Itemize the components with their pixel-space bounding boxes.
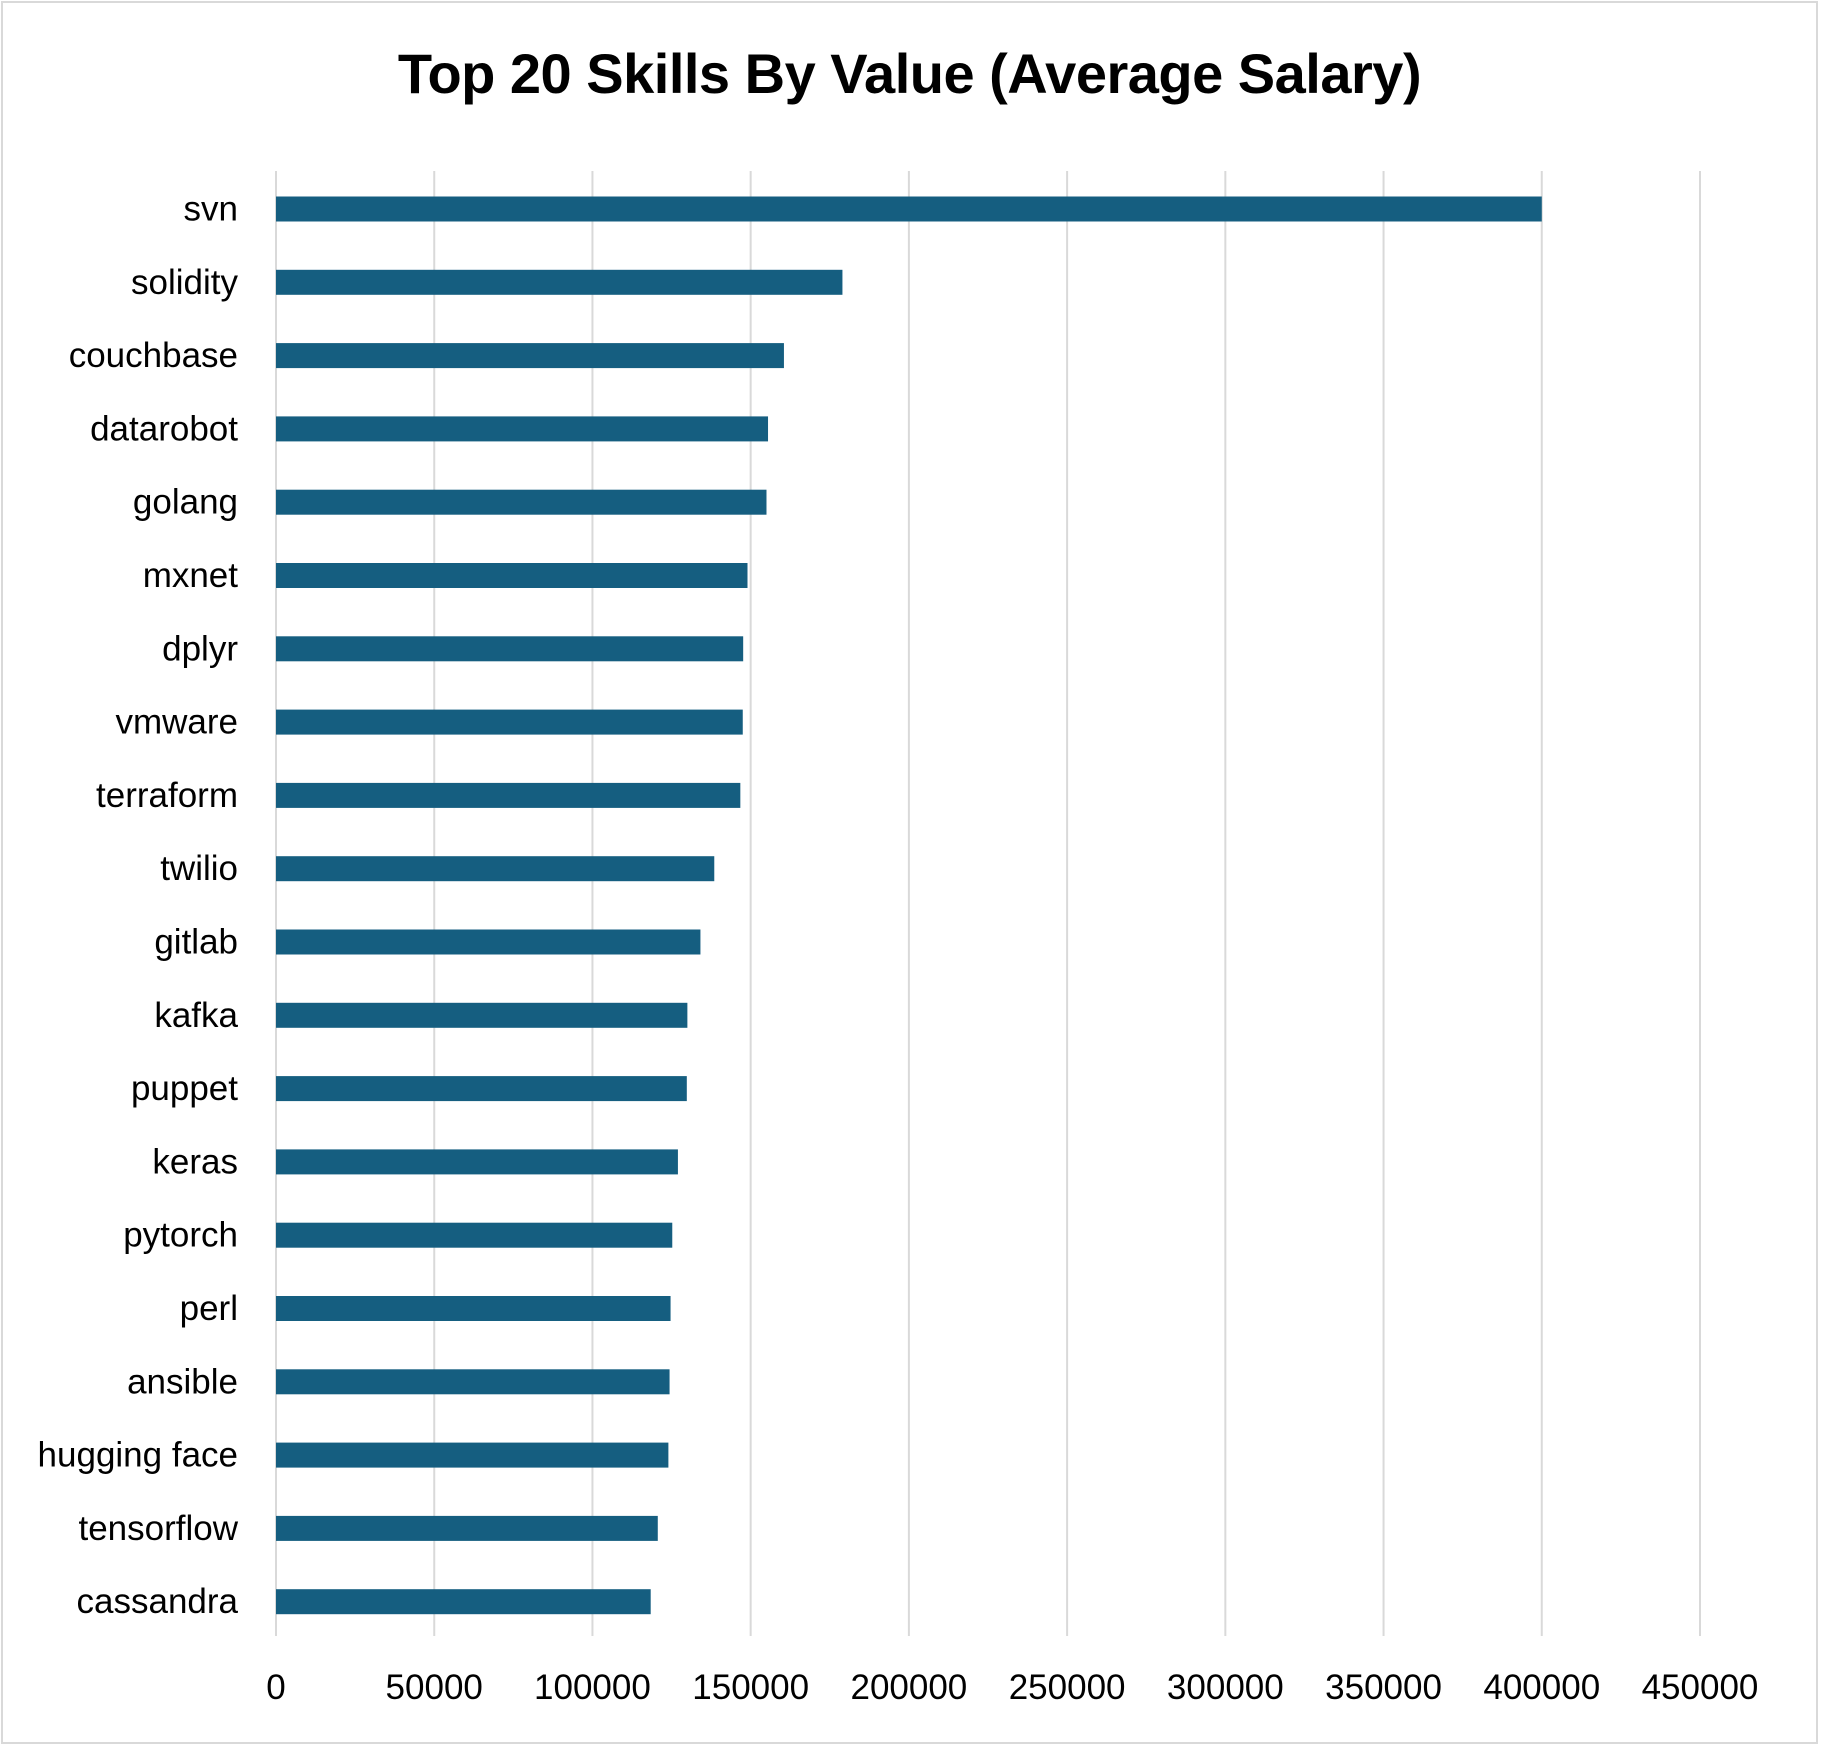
bar-hugging-face: [276, 1442, 669, 1468]
category-label: mxnet: [143, 556, 239, 595]
bar-terraform: [276, 782, 741, 808]
bar-dplyr: [276, 636, 744, 662]
bar-cassandra: [276, 1589, 651, 1615]
category-label: terraform: [96, 776, 238, 815]
x-tick-label: 50000: [386, 1668, 483, 1707]
category-label: kafka: [154, 996, 238, 1035]
bar-solidity: [276, 269, 843, 295]
bar-perl: [276, 1296, 671, 1321]
x-tick-label: 250000: [1009, 1668, 1126, 1707]
bar-keras: [276, 1149, 678, 1175]
x-tick-label: 150000: [692, 1668, 809, 1707]
category-label: couchbase: [69, 336, 238, 375]
x-tick-label: 100000: [534, 1668, 651, 1707]
category-label: datarobot: [90, 409, 238, 448]
bar-pytorch: [276, 1222, 673, 1248]
bar-tensorflow: [276, 1515, 658, 1541]
x-tick-label: 300000: [1167, 1668, 1284, 1707]
x-axis-tick-labels: 0 50000 100000 150000 200000 250000 300000 3500…: [266, 1668, 1758, 1707]
category-label: vmware: [115, 703, 238, 742]
bar-mxnet: [276, 563, 748, 588]
category-label: cassandra: [77, 1582, 239, 1621]
category-label: perl: [180, 1289, 238, 1328]
category-label: hugging face: [38, 1436, 238, 1475]
bar-vmware: [276, 709, 743, 735]
bar-twilio: [276, 856, 715, 882]
x-tick-label: 350000: [1325, 1668, 1442, 1707]
bar-puppet: [276, 1076, 687, 1102]
category-label: svn: [184, 190, 238, 229]
category-label: golang: [133, 483, 238, 522]
bar-golang: [276, 489, 767, 515]
x-tick-label: 0: [266, 1668, 285, 1707]
bar-svn: [276, 196, 1542, 222]
category-label: ansible: [127, 1362, 238, 1401]
category-label: twilio: [160, 849, 238, 888]
bar-ansible: [276, 1369, 670, 1395]
bar-gitlab: [276, 929, 701, 955]
gridlines: [275, 171, 1701, 1636]
category-labels: svn solidity couchbase datarobot golang mxnet…: [38, 190, 239, 1622]
bar-kafka: [276, 1002, 688, 1028]
bar-chart: svn solidity couchbase datarobot golang mxnet…: [38, 171, 1758, 1707]
category-label: tensorflow: [78, 1509, 238, 1548]
x-tick-label: 200000: [850, 1668, 967, 1707]
x-tick-label: 400000: [1483, 1668, 1600, 1707]
category-label: keras: [152, 1142, 238, 1181]
category-label: pytorch: [123, 1216, 238, 1255]
category-label: gitlab: [154, 923, 238, 962]
bar-couchbase: [276, 343, 784, 369]
category-label: dplyr: [162, 629, 238, 668]
category-label: puppet: [131, 1069, 238, 1108]
chart-title: Top 20 Skills By Value (Average Salary): [397, 42, 1422, 105]
bar-datarobot: [276, 416, 769, 442]
x-tick-label: 450000: [1642, 1668, 1759, 1707]
category-label: solidity: [131, 263, 238, 302]
bars: [276, 196, 1542, 1615]
